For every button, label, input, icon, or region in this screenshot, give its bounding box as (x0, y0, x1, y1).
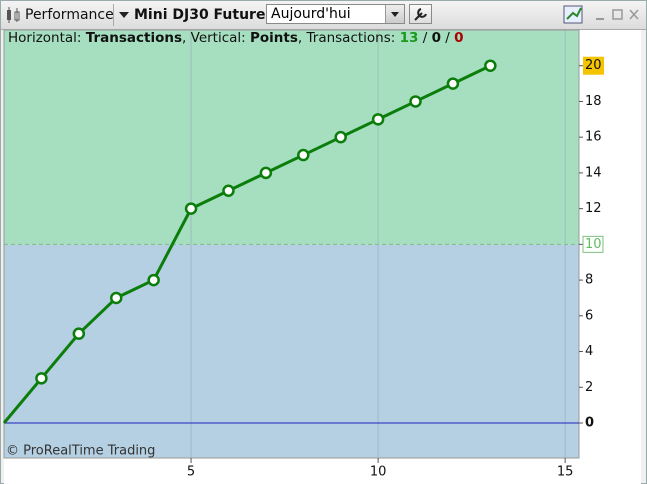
period-text: Aujourd'hui (271, 6, 351, 22)
point (72, 327, 86, 340)
watermark: © ProRealTime Trading (6, 444, 155, 459)
y-tick-label: 0 (585, 415, 594, 430)
point (35, 372, 48, 385)
chart-info: Horizontal: Transactions, Vertical: Poin… (8, 30, 464, 46)
line (2, 64, 491, 424)
y-tick-label: 16 (585, 130, 602, 145)
point (409, 95, 422, 108)
point (259, 166, 273, 180)
y-tick-label: 10 (585, 237, 602, 252)
dropdown-arrow[interactable] (119, 12, 129, 18)
window-controls[interactable] (563, 4, 643, 26)
midline-label-box (582, 235, 604, 253)
count: 0 (454, 30, 464, 46)
upper-zone (4, 30, 579, 245)
y-tick-label: 18 (585, 94, 602, 109)
settings-button[interactable] (409, 4, 432, 24)
point (371, 113, 385, 126)
point (184, 202, 198, 215)
x-axis-label: Transactions (85, 30, 183, 46)
point (297, 148, 310, 162)
y-tick-label: 14 (585, 165, 602, 180)
y-tick-label: 4 (585, 344, 593, 359)
info-text: / (445, 30, 450, 46)
toolbar: Performance Mini DJ30 Future Aujourd'hui (1, 1, 646, 30)
point (147, 273, 160, 287)
point (446, 77, 460, 90)
point (334, 130, 347, 144)
info-text: Horizontal: (8, 30, 82, 46)
y-tick-label: 2 (585, 380, 593, 395)
point (222, 184, 235, 198)
candle-icon (7, 7, 20, 23)
last-value-box (583, 56, 604, 75)
period-select[interactable]: Aujourd'hui (266, 4, 405, 24)
info-text: , Transactions: (297, 30, 396, 46)
separator (113, 4, 114, 26)
count: 13 (399, 30, 419, 46)
x-axis-panel (4, 458, 641, 484)
info-text: , Vertical: (182, 30, 246, 46)
section-label[interactable]: Performance (25, 7, 114, 23)
select-button[interactable] (385, 5, 404, 23)
y-tick-label: 12 (585, 201, 602, 216)
chart: 5 10 15 0 2 4 6 8 10 12 14 16 18 20 © ProRealTime Trad… (2, 29, 641, 484)
y-tick-label: 8 (585, 273, 593, 288)
y-tick-label: 6 (585, 308, 593, 323)
info-text: / (422, 30, 428, 46)
point (484, 59, 497, 72)
lower-zone (4, 244, 579, 458)
count: 0 (431, 30, 441, 46)
y-tick-label: 20 (585, 58, 602, 73)
y-axis-label: Points (250, 30, 298, 46)
point (109, 291, 123, 305)
instrument-label[interactable]: Mini DJ30 Future (134, 7, 266, 23)
x-tick-label: 10 (370, 465, 387, 480)
x-tick-label: 5 (187, 465, 195, 480)
x-tick-label: 15 (557, 465, 574, 480)
